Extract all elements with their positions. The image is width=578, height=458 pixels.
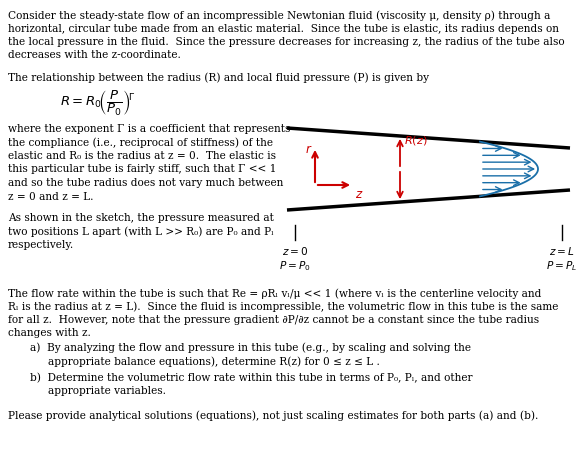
Text: changes with z.: changes with z. <box>8 328 91 338</box>
Text: The flow rate within the tube is such that Re = ρRₗ vₗ/μ << 1 (where vₗ is the c: The flow rate within the tube is such th… <box>8 288 542 299</box>
Text: respectively.: respectively. <box>8 240 74 250</box>
Text: a)  By analyzing the flow and pressure in this tube (e.g., by scaling and solvin: a) By analyzing the flow and pressure in… <box>30 343 471 353</box>
Text: $R = R_0\!\left(\dfrac{P}{P_0}\right)^{\!\Gamma}$: $R = R_0\!\left(\dfrac{P}{P_0}\right)^{\… <box>60 88 136 117</box>
Text: $P = P_L$: $P = P_L$ <box>546 259 577 273</box>
Text: $z$: $z$ <box>355 188 364 201</box>
Text: for all z.  However, note that the pressure gradient ∂P/∂z cannot be a constant : for all z. However, note that the pressu… <box>8 315 539 325</box>
Text: decreases with the z-coordinate.: decreases with the z-coordinate. <box>8 50 181 60</box>
Text: Please provide analytical solutions (equations), not just scaling estimates for : Please provide analytical solutions (equ… <box>8 410 538 421</box>
Text: $r$: $r$ <box>305 143 313 156</box>
Text: the local pressure in the fluid.  Since the pressure decreases for increasing z,: the local pressure in the fluid. Since t… <box>8 37 565 47</box>
Text: elastic and R₀ is the radius at z = 0.  The elastic is: elastic and R₀ is the radius at z = 0. T… <box>8 151 276 161</box>
Text: Rₗ is the radius at z = L).  Since the fluid is incompressible, the volumetric f: Rₗ is the radius at z = L). Since the fl… <box>8 301 558 312</box>
Text: Consider the steady-state flow of an incompressible Newtonian fluid (viscosity μ: Consider the steady-state flow of an inc… <box>8 10 550 21</box>
Text: $z = L$: $z = L$ <box>549 245 575 257</box>
Text: The relationship between the radius (R) and local fluid pressure (P) is given by: The relationship between the radius (R) … <box>8 72 429 82</box>
Text: appropriate variables.: appropriate variables. <box>48 386 166 396</box>
Text: $z = 0$: $z = 0$ <box>282 245 308 257</box>
Text: where the exponent Γ is a coefficient that represents: where the exponent Γ is a coefficient th… <box>8 124 290 134</box>
Text: and so the tube radius does not vary much between: and so the tube radius does not vary muc… <box>8 178 283 188</box>
Text: $P = P_0$: $P = P_0$ <box>279 259 311 273</box>
Text: this particular tube is fairly stiff, such that Γ << 1: this particular tube is fairly stiff, su… <box>8 164 276 174</box>
Text: two positions L apart (with L >> R₀) are P₀ and Pₗ: two positions L apart (with L >> R₀) are… <box>8 227 274 237</box>
Text: $R(z)$: $R(z)$ <box>404 134 428 147</box>
Text: z = 0 and z = L.: z = 0 and z = L. <box>8 191 94 202</box>
Text: horizontal, circular tube made from an elastic material.  Since the tube is elas: horizontal, circular tube made from an e… <box>8 23 559 33</box>
Text: the compliance (i.e., reciprocal of stiffness) of the: the compliance (i.e., reciprocal of stif… <box>8 137 273 148</box>
Text: As shown in the sketch, the pressure measured at: As shown in the sketch, the pressure mea… <box>8 213 274 223</box>
Text: appropriate balance equations), determine R(z) for 0 ≤ z ≤ L .: appropriate balance equations), determin… <box>48 356 380 366</box>
Text: b)  Determine the volumetric flow rate within this tube in terms of P₀, Pₗ, and : b) Determine the volumetric flow rate wi… <box>30 372 472 383</box>
